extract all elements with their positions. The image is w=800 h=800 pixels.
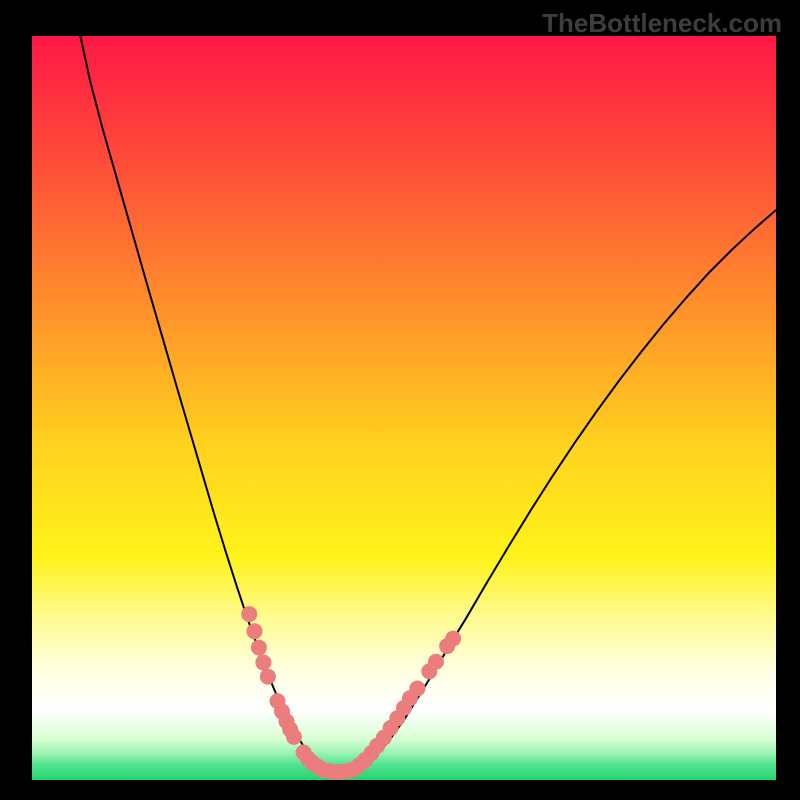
dot-4 [260,669,276,685]
dot-1 [246,623,262,639]
watermark-text: TheBottleneck.com [542,8,782,39]
dot-33 [445,631,461,647]
gradient-background [32,36,776,780]
bottleneck-chart [32,36,776,780]
chart-frame: TheBottleneck.com [0,0,800,800]
dot-9 [286,729,302,745]
dot-29 [409,680,425,696]
dot-31 [428,654,444,670]
dot-3 [255,654,271,670]
dot-2 [251,640,267,656]
dot-0 [241,606,257,622]
